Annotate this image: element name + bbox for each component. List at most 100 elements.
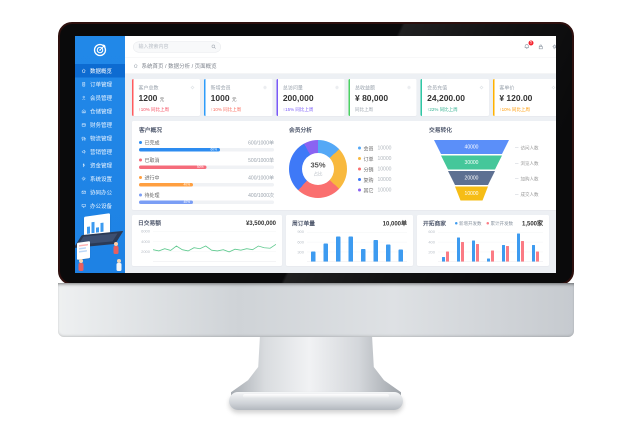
grouped-bar-chart[interactable] <box>438 232 543 262</box>
sidebar-item-logistics[interactable]: 物流管理 <box>75 132 125 146</box>
mail-icon <box>81 190 86 194</box>
sidebar-item-warehouse[interactable]: 仓储管理 <box>75 105 125 119</box>
sidebar-item-finance[interactable]: 财务管理 <box>75 118 125 132</box>
donut-chart[interactable]: 35% 占比 <box>289 140 347 198</box>
progress-value: 400/1000次 <box>248 193 274 199</box>
legend-item[interactable]: 累计开发数 <box>486 220 513 227</box>
y-tick: 600 <box>297 239 304 245</box>
sidebar-item-members[interactable]: 会员管理 <box>75 91 125 105</box>
kpi-title: 客户总数 <box>138 85 159 92</box>
legend-item[interactable]: 其它 10000 <box>358 185 391 196</box>
legend-item[interactable]: 分销 10000 <box>358 164 391 175</box>
legend-dot <box>358 146 361 150</box>
bar <box>323 243 328 262</box>
legend-dot <box>454 222 458 225</box>
gear-icon[interactable] <box>262 85 267 90</box>
sidebar-item-marketing[interactable]: 营销管理 <box>75 145 125 159</box>
bar <box>348 236 353 262</box>
kpi-row: 客户总数 1200 元 ↑10% 同比上周 新增会员 1000 元 ↑10% 同比上周 总访… <box>132 79 556 116</box>
orders-icon <box>82 82 86 87</box>
kpi-value: 200,000 <box>282 93 314 104</box>
sidebar-item-home[interactable]: 数据概览 <box>75 64 125 78</box>
kpi-card: 新增会员 1000 元 ↑10% 同比上周 <box>204 79 273 116</box>
panel-title: 周订单量 <box>292 220 315 227</box>
legend-item[interactable]: 订单 10000 <box>358 153 391 164</box>
kpi-card: 总收益额 ¥ 80,000 同比上周 <box>348 79 417 116</box>
progress-value: 500/1000单 <box>248 158 274 164</box>
donut-center-value: 35% <box>310 161 326 170</box>
sidebar-item-funds[interactable]: 资金管理 <box>75 159 125 173</box>
bottom-row: 日交易额 ¥3,500,000 6000 4000 2000 <box>132 215 556 266</box>
kpi-delta: ↑10% 同比上周 <box>499 107 530 112</box>
bar <box>532 244 535 262</box>
bar <box>442 256 445 262</box>
notifications-button[interactable]: 5 <box>524 40 534 51</box>
marketing-icon <box>81 149 86 154</box>
bar <box>491 250 494 262</box>
kpi-value: 1200 元 <box>138 93 165 104</box>
sidebar-item-orders[interactable]: 订单管理 <box>75 78 125 92</box>
gear-icon[interactable] <box>551 85 556 90</box>
kpi-value: 24,200.00 <box>427 93 465 104</box>
gear-icon[interactable] <box>334 85 339 90</box>
customer-overview-section: 客户概况 已完成 600/1000单 60% 已取消 500/1000单 50% 进行中 40… <box>139 126 289 205</box>
line-chart[interactable] <box>153 231 276 262</box>
kpi-value: 1000 元 <box>210 93 237 104</box>
legend-item[interactable]: 新增开发数 <box>454 220 481 227</box>
bar <box>361 249 366 262</box>
sidebar-illustration <box>75 211 125 271</box>
y-tick: 600 <box>428 229 435 234</box>
funnel-layer: 30000 <box>440 155 503 170</box>
funds-icon <box>82 163 85 168</box>
kpi-card: 会员充值 24,200.00 ↑22% 同比上周 <box>420 79 489 116</box>
bar <box>521 240 524 262</box>
bar <box>476 244 479 262</box>
funnel-label: 成交人数 <box>515 192 539 197</box>
funnel-chart[interactable]: 40000 访问人数 30000 浏览人数 20000 加购人数 10000 成交人数 <box>429 140 554 203</box>
gear-icon[interactable] <box>407 85 412 90</box>
logistics-icon <box>81 136 86 141</box>
sidebar-item-settings[interactable]: 系统设置 <box>75 172 125 186</box>
funnel-layer: 10000 <box>455 186 488 201</box>
legend-item[interactable]: 会员 10000 <box>358 143 391 154</box>
search-box[interactable] <box>133 41 221 53</box>
kpi-title: 客单价 <box>499 85 515 92</box>
topbar-icons: 5 <box>524 40 556 51</box>
y-axis: 900 600 300 <box>292 229 306 262</box>
gear-icon[interactable] <box>479 85 484 90</box>
search-input[interactable] <box>137 43 209 50</box>
progress-value: 400/1000单 <box>248 175 274 182</box>
sidebar-item-device[interactable]: 办公设备 <box>75 199 125 213</box>
y-tick: 200 <box>428 249 435 255</box>
legend-dot <box>139 140 142 144</box>
settings-button[interactable] <box>552 44 556 51</box>
lock-button[interactable] <box>538 44 545 51</box>
bar <box>536 251 539 262</box>
bar <box>457 237 460 262</box>
weekly-orders-total: 10,000单 <box>382 220 407 227</box>
funnel-value: 30000 <box>464 159 479 166</box>
section-title: 交易转化 <box>429 127 452 134</box>
y-tick: 4000 <box>141 239 150 244</box>
bar <box>472 240 475 262</box>
legend-item[interactable]: 复购 10000 <box>358 174 391 185</box>
app-logo[interactable] <box>75 36 125 64</box>
gear-icon[interactable] <box>190 85 195 90</box>
bar <box>461 242 464 262</box>
finance-icon <box>81 123 86 127</box>
sidebar-item-mail[interactable]: 协同办公 <box>75 186 125 200</box>
y-tick: 300 <box>297 249 304 255</box>
legend-label: 订单 <box>363 156 374 163</box>
progress-label: 待处理 <box>144 193 160 199</box>
conversion-funnel-section: 交易转化 40000 访问人数 30000 浏览人数 20000 加购人数 10000 成交人… <box>429 126 554 205</box>
bar <box>517 233 520 262</box>
sidebar-item-label: 会员管理 <box>90 95 112 102</box>
bar-chart[interactable] <box>307 232 407 262</box>
monitor-stand-neck <box>231 337 401 397</box>
funnel-value: 20000 <box>464 175 479 181</box>
progress-item: 已完成 600/1000单 60% <box>139 139 289 152</box>
sidebar-item-label: 协同办公 <box>90 189 112 196</box>
weekly-orders-panel: 周订单量 10,000单 900 600 300 <box>286 215 413 266</box>
legend-dot <box>358 157 361 160</box>
